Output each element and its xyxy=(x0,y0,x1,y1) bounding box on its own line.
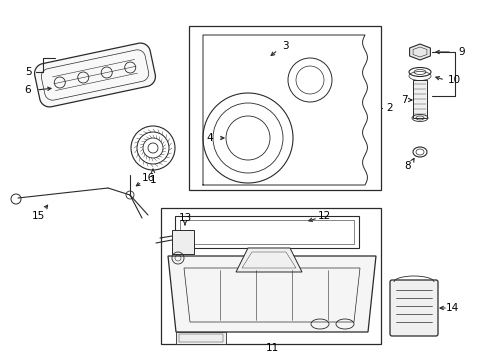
Text: 6: 6 xyxy=(24,85,31,95)
Text: 7: 7 xyxy=(400,95,407,105)
Text: 2: 2 xyxy=(386,103,392,113)
Bar xyxy=(180,220,353,244)
Text: 13: 13 xyxy=(178,213,191,223)
Text: 4: 4 xyxy=(206,133,213,143)
Text: 9: 9 xyxy=(458,47,465,57)
Text: 11: 11 xyxy=(265,343,278,353)
Bar xyxy=(172,230,194,254)
Bar xyxy=(189,26,380,190)
Polygon shape xyxy=(35,43,155,107)
Bar xyxy=(179,334,223,342)
Text: 8: 8 xyxy=(404,161,410,171)
Text: 16: 16 xyxy=(141,173,154,183)
Text: 14: 14 xyxy=(445,303,458,313)
Text: 15: 15 xyxy=(31,211,44,221)
Text: 12: 12 xyxy=(317,211,330,221)
Bar xyxy=(412,80,426,118)
Polygon shape xyxy=(236,248,302,272)
Polygon shape xyxy=(409,44,429,60)
Text: 10: 10 xyxy=(447,75,460,85)
Bar xyxy=(176,332,225,344)
Bar xyxy=(175,216,358,248)
Polygon shape xyxy=(168,256,375,332)
Text: 1: 1 xyxy=(149,175,156,185)
FancyBboxPatch shape xyxy=(389,280,437,336)
Text: 5: 5 xyxy=(24,67,31,77)
Bar xyxy=(161,208,380,344)
Text: 3: 3 xyxy=(281,41,288,51)
